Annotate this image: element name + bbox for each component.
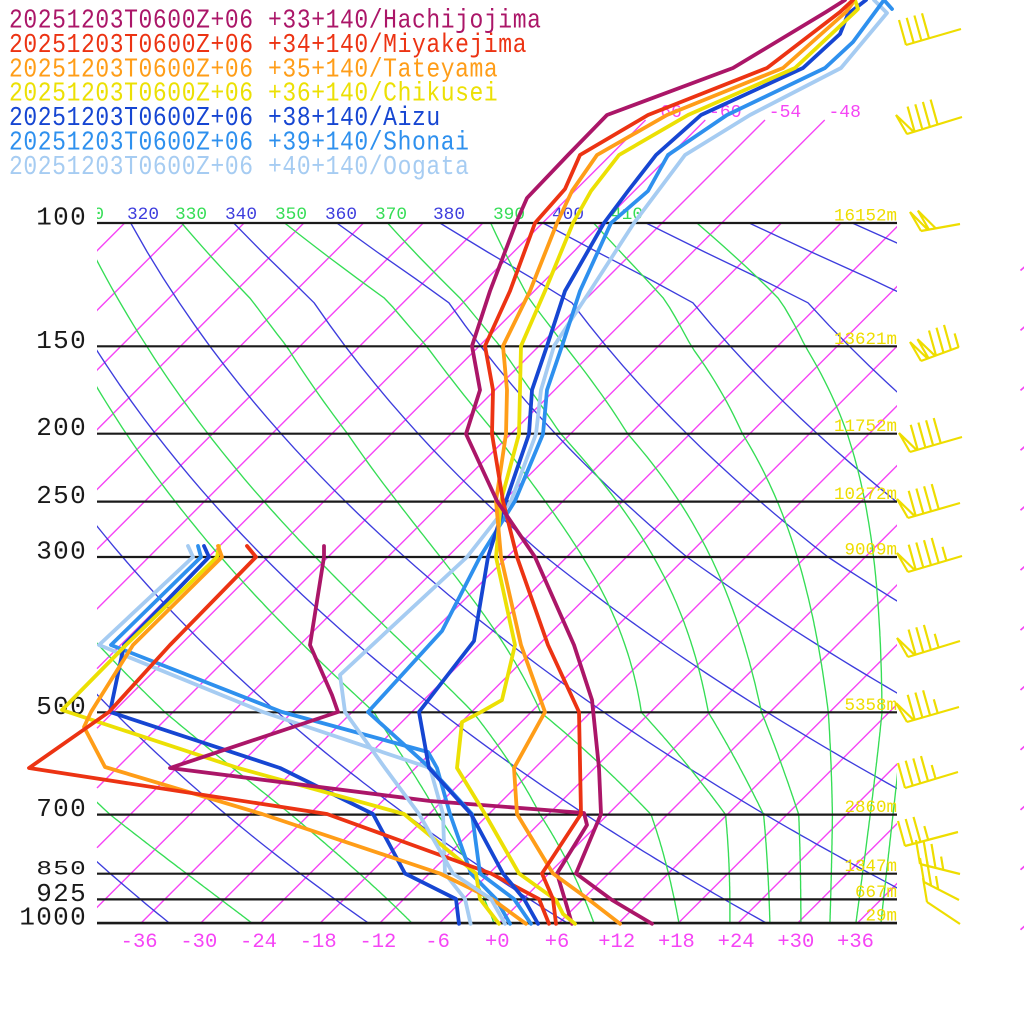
svg-text:1347m: 1347m bbox=[844, 857, 897, 877]
svg-text:20251203T0600Z+06 +40+140/Ooga: 20251203T0600Z+06 +40+140/Oogata bbox=[9, 153, 470, 183]
svg-text:340: 340 bbox=[225, 205, 257, 225]
svg-text:16152m: 16152m bbox=[834, 207, 897, 227]
svg-text:10272m: 10272m bbox=[834, 485, 897, 505]
svg-text:300: 300 bbox=[36, 537, 87, 567]
svg-text:320: 320 bbox=[127, 205, 159, 225]
svg-text:29m: 29m bbox=[865, 907, 897, 927]
svg-text:100: 100 bbox=[36, 203, 87, 233]
svg-text:-6: -6 bbox=[425, 931, 450, 954]
svg-text:360: 360 bbox=[325, 205, 357, 225]
svg-text:925: 925 bbox=[36, 879, 87, 909]
svg-text:250: 250 bbox=[36, 481, 87, 511]
svg-text:5358m: 5358m bbox=[844, 696, 897, 716]
svg-text:350: 350 bbox=[275, 205, 307, 225]
svg-text:20251203T0600Z+06 +36+140/Chik: 20251203T0600Z+06 +36+140/Chikusei bbox=[9, 79, 498, 109]
svg-text:20251203T0600Z+06 +33+140/Hach: 20251203T0600Z+06 +33+140/Hachijojima bbox=[9, 6, 541, 36]
svg-text:+0: +0 bbox=[485, 931, 510, 954]
svg-text:700: 700 bbox=[36, 794, 87, 824]
svg-text:-60: -60 bbox=[709, 103, 741, 123]
svg-text:11752m: 11752m bbox=[834, 417, 897, 437]
svg-text:667m: 667m bbox=[855, 883, 897, 903]
svg-text:-12: -12 bbox=[359, 931, 396, 954]
svg-text:20251203T0600Z+06 +39+140/Shon: 20251203T0600Z+06 +39+140/Shonai bbox=[9, 128, 470, 158]
svg-text:-18: -18 bbox=[300, 931, 337, 954]
svg-text:20251203T0600Z+06 +35+140/Tate: 20251203T0600Z+06 +35+140/Tateyama bbox=[9, 55, 498, 85]
svg-text:+12: +12 bbox=[598, 931, 635, 954]
svg-text:310: 310 bbox=[72, 205, 104, 225]
svg-text:13621m: 13621m bbox=[834, 330, 897, 350]
svg-text:-24: -24 bbox=[240, 931, 277, 954]
svg-text:+18: +18 bbox=[658, 931, 695, 954]
svg-text:-36: -36 bbox=[121, 931, 158, 954]
svg-text:20251203T0600Z+06 +34+140/Miya: 20251203T0600Z+06 +34+140/Miyakejima bbox=[9, 31, 527, 61]
svg-text:+30: +30 bbox=[777, 931, 814, 954]
svg-text:370: 370 bbox=[375, 205, 407, 225]
svg-text:-30: -30 bbox=[180, 931, 217, 954]
svg-text:1000: 1000 bbox=[19, 903, 87, 933]
svg-text:9009m: 9009m bbox=[844, 541, 897, 561]
svg-text:20251203T0600Z+06 +38+140/Aizu: 20251203T0600Z+06 +38+140/Aizu bbox=[9, 104, 441, 134]
svg-text:2860m: 2860m bbox=[844, 798, 897, 818]
svg-text:850: 850 bbox=[36, 858, 87, 881]
svg-text:+36: +36 bbox=[837, 931, 874, 954]
svg-text:+6: +6 bbox=[545, 931, 570, 954]
svg-text:200: 200 bbox=[36, 413, 87, 443]
svg-text:-48: -48 bbox=[828, 103, 860, 123]
svg-text:-54: -54 bbox=[769, 103, 801, 123]
svg-text:330: 330 bbox=[175, 205, 207, 225]
svg-text:150: 150 bbox=[36, 326, 87, 356]
svg-text:+24: +24 bbox=[718, 931, 755, 954]
svg-text:380: 380 bbox=[433, 205, 465, 225]
svg-text:-66: -66 bbox=[649, 103, 681, 123]
